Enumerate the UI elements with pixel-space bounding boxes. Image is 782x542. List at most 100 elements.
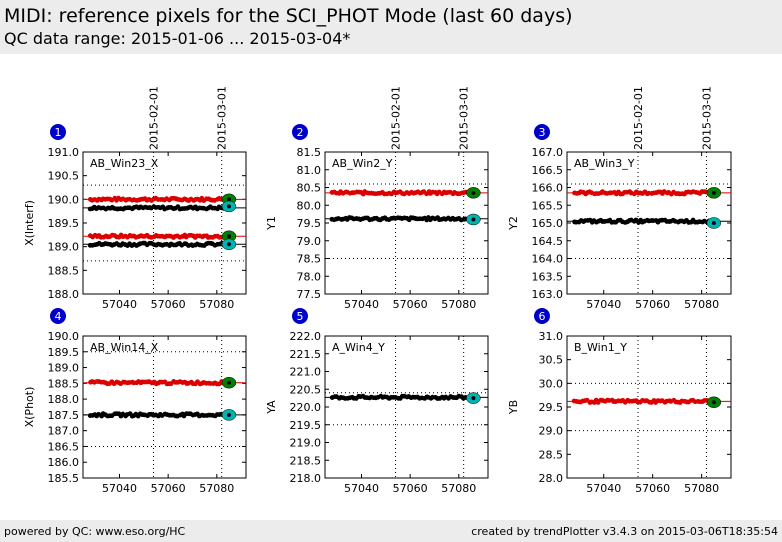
date-tick-label: 2015-02-01 [390,86,403,150]
panel-label: AB_Win3_Y [574,157,635,170]
panel-label: A_Win4_Y [332,341,385,354]
panel-label: AB_Win23_X [90,157,159,170]
footer-created: created by trendPlotter v3.4.3 on 2015-0… [471,525,778,538]
page-footer: powered by QC: www.eso.org/HC created by… [0,520,782,542]
y-tick-label: 187.0 [48,425,80,438]
y-tick-label: 79.0 [297,235,322,248]
latest-point [226,380,231,385]
y-tick-label: 78.5 [297,253,322,266]
plot-frame [566,335,732,479]
chart-panel-3: 163.0 163.5 164.0 164.5 165.0 165.5 166.0 166.5… [507,86,732,311]
y-tick-label: 188.5 [48,377,80,390]
y-tick-label: 219.5 [290,419,322,432]
page-header: MIDI: reference pixels for the SCI_PHOT … [0,0,782,54]
y-tick-label: 188.0 [48,393,80,406]
x-tick-label: 57060 [393,482,428,495]
latest-point [226,412,231,417]
x-tick-label: 57060 [635,482,670,495]
y-tick-label: 220.0 [290,401,322,414]
panel-number: 2 [297,126,304,139]
x-tick-label: 57080 [199,298,234,311]
footer-credit: powered by QC: www.eso.org/HC [4,525,186,538]
y-tick-label: 220.5 [290,383,322,396]
y-axis-label: Y2 [507,216,520,231]
y-tick-label: 29.0 [539,425,564,438]
y-axis-label: X(Phot) [23,387,36,428]
y-tick-label: 186.0 [48,456,80,469]
y-tick-label: 190.5 [48,170,80,183]
x-tick-label: 57040 [586,298,621,311]
panel-number-badge [534,308,550,324]
y-tick-label: 166.0 [532,182,564,195]
date-tick-label: 2015-02-01 [632,86,645,150]
y-tick-label: 189.5 [48,346,80,359]
y-tick-label: 188.0 [48,288,80,301]
latest-point [471,190,476,195]
y-axis-label: YA [265,400,278,415]
date-tick-label: 2015-02-01 [148,86,161,150]
panel-number-badge [534,124,550,140]
date-tick-label: 2015-03-01 [701,86,714,150]
page-subtitle: QC data range: 2015-01-06 ... 2015-03-04… [4,29,351,48]
date-tick-label: 2015-03-01 [216,86,229,150]
y-tick-label: 30.5 [539,354,564,367]
chart-panel-6: 28.0 28.5 29.0 29.5 30.0 30.5 31.0 57040 57060 57… [507,308,732,495]
page-title: MIDI: reference pixels for the SCI_PHOT … [4,5,573,27]
y-tick-label: 165.5 [532,199,564,212]
y-tick-label: 79.5 [297,217,322,230]
y-tick-label: 189.5 [48,217,80,230]
y-tick-label: 221.0 [290,366,322,379]
y-tick-label: 164.5 [532,235,564,248]
latest-point [471,396,476,401]
y-tick-label: 29.5 [539,401,564,414]
panel-number: 6 [539,310,546,323]
y-tick-label: 163.5 [532,270,564,283]
y-tick-label: 218.5 [290,454,322,467]
x-tick-label: 57060 [635,298,670,311]
y-tick-label: 81.0 [297,164,322,177]
x-tick-label: 57040 [102,298,137,311]
y-axis-label: YB [507,400,520,415]
x-tick-label: 57060 [151,482,186,495]
chart-panel-1: 188.0 188.5 189.0 189.5 190.0 190.5 191.0 57040… [23,86,247,311]
latest-point [711,400,716,405]
panel-number-badge [292,308,308,324]
latest-point [226,242,231,247]
chart-panel-5: 218.0 218.5 219.0 219.5 220.0 220.5 221.0 221.5… [265,308,489,495]
y-tick-label: 28.0 [539,472,564,485]
y-tick-label: 31.0 [539,330,564,343]
x-tick-label: 57040 [102,482,137,495]
y-axis-label: X(Interf) [23,200,36,246]
y-tick-label: 163.0 [532,288,564,301]
x-tick-label: 57040 [344,298,379,311]
latest-point [711,190,716,195]
latest-point [711,221,716,225]
x-tick-label: 57080 [441,482,476,495]
latest-point [226,234,231,239]
y-tick-label: 78.0 [297,270,322,283]
chart-panel-4: 185.5 186.0 186.5 187.0 187.5 188.0 188.5 189.0… [23,308,247,495]
x-tick-label: 57040 [344,482,379,495]
y-tick-label: 164.0 [532,253,564,266]
y-tick-label: 191.0 [48,146,80,159]
latest-point [471,217,476,222]
panel-label: AB_Win14_X [90,341,159,354]
latest-point [226,197,231,202]
y-tick-label: 221.5 [290,348,322,361]
y-tick-label: 165.0 [532,217,564,230]
panel-label: AB_Win2_Y [332,157,393,170]
panel-number-badge [50,124,66,140]
y-tick-label: 189.0 [48,362,80,375]
y-tick-label: 167.0 [532,146,564,159]
x-tick-label: 57040 [586,482,621,495]
panel-number-badge [50,308,66,324]
panel-number: 5 [297,310,304,323]
y-tick-label: 186.5 [48,440,80,453]
panel-number: 4 [55,310,62,323]
y-tick-label: 219.0 [290,437,322,450]
plot-frame [82,335,247,479]
trend-plots: 188.0 188.5 189.0 189.5 190.0 190.5 191.0 57040… [23,86,732,495]
latest-point [226,204,231,209]
x-tick-label: 57080 [441,298,476,311]
x-tick-label: 57060 [151,298,186,311]
